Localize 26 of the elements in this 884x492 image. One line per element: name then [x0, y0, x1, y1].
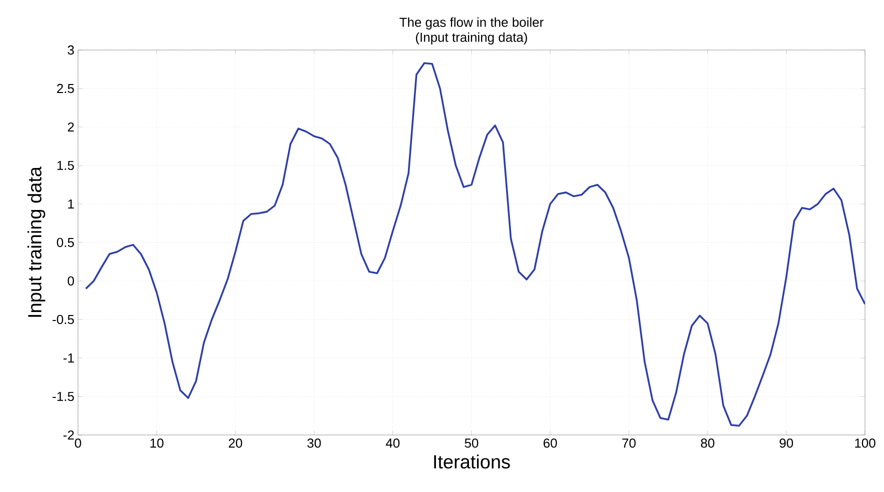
y-tick-label: -2 [64, 430, 74, 440]
x-tick-label: 80 [700, 438, 714, 448]
x-tick-label: 30 [307, 438, 321, 448]
y-tick-label: 2 [68, 122, 74, 132]
x-tick-label: 100 [855, 438, 876, 448]
y-tick-label: 1.5 [57, 160, 74, 170]
x-tick-label: 50 [464, 438, 478, 448]
y-tick-label: 0 [68, 276, 74, 286]
chart-title: The gas flow in the boiler [400, 17, 544, 30]
y-tick-label: 3 [68, 45, 74, 55]
y-tick-label: 0.5 [56, 238, 74, 248]
y-tick-label: 2.5 [57, 84, 74, 94]
x-tick-label: 90 [780, 438, 794, 448]
x-tick-label: 20 [228, 438, 242, 448]
x-axis-title: Iterations [434, 454, 510, 469]
x-tick-label: 0 [74, 438, 82, 448]
x-tick-label: 70 [622, 438, 636, 448]
y-tick-label: 1 [68, 200, 74, 208]
y-tick-label: -0.5 [52, 314, 74, 324]
y-axis-title: Input training data [28, 166, 46, 317]
x-tick-label: 40 [386, 438, 400, 448]
x-tick-label: 10 [150, 438, 164, 448]
y-tick-label: -1.5 [52, 392, 74, 402]
y-tick-label: -1 [64, 354, 74, 362]
x-tick-label: 60 [544, 438, 557, 448]
chart-subtitle: (Input training data) [416, 32, 528, 44]
